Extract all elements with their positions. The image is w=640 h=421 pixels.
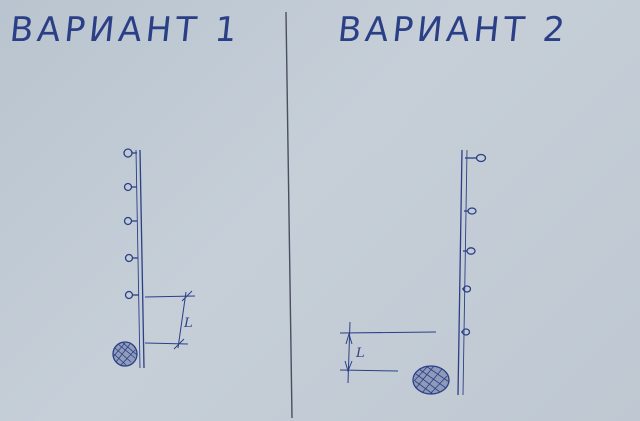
dim-line-left-vertical bbox=[177, 291, 187, 349]
variant-right-title: ВАРИАНТ 2 bbox=[335, 10, 571, 50]
dimension-label-right: L bbox=[356, 346, 365, 361]
ball-right bbox=[412, 365, 450, 395]
dim-line-right-bottom bbox=[339, 369, 399, 372]
dim-line-right-vertical bbox=[347, 321, 351, 384]
variant-right-drawing bbox=[339, 149, 487, 396]
pole-left bbox=[139, 149, 145, 369]
ball-left bbox=[112, 341, 138, 367]
hook-left-3 bbox=[123, 216, 137, 226]
dim-arrow-right-top bbox=[345, 332, 353, 345]
dim-tick-left-top bbox=[181, 290, 193, 302]
center-divider bbox=[285, 11, 293, 419]
variant-left-drawing bbox=[112, 148, 196, 369]
dim-line-right-top bbox=[339, 331, 437, 334]
hook-left-5 bbox=[124, 290, 139, 300]
dim-tick-left-bottom bbox=[173, 338, 185, 350]
variant-left-title: ВАРИАНТ 1 bbox=[7, 10, 243, 50]
hook-left-2 bbox=[123, 182, 137, 192]
pole-right bbox=[457, 149, 463, 396]
hook-right-5 bbox=[461, 328, 471, 336]
dim-line-left-bottom bbox=[144, 342, 189, 345]
hook-right-1 bbox=[465, 153, 487, 163]
hook-right-2 bbox=[464, 207, 477, 215]
pole-left-edge bbox=[135, 149, 141, 369]
dimension-label-left: L bbox=[184, 316, 193, 331]
pole-right-edge bbox=[462, 149, 468, 396]
hook-right-4 bbox=[462, 285, 472, 293]
dim-arrow-right-bottom bbox=[344, 360, 353, 373]
hook-left-4 bbox=[124, 253, 138, 263]
hook-left-1 bbox=[123, 148, 137, 158]
hook-right-3 bbox=[463, 247, 476, 255]
